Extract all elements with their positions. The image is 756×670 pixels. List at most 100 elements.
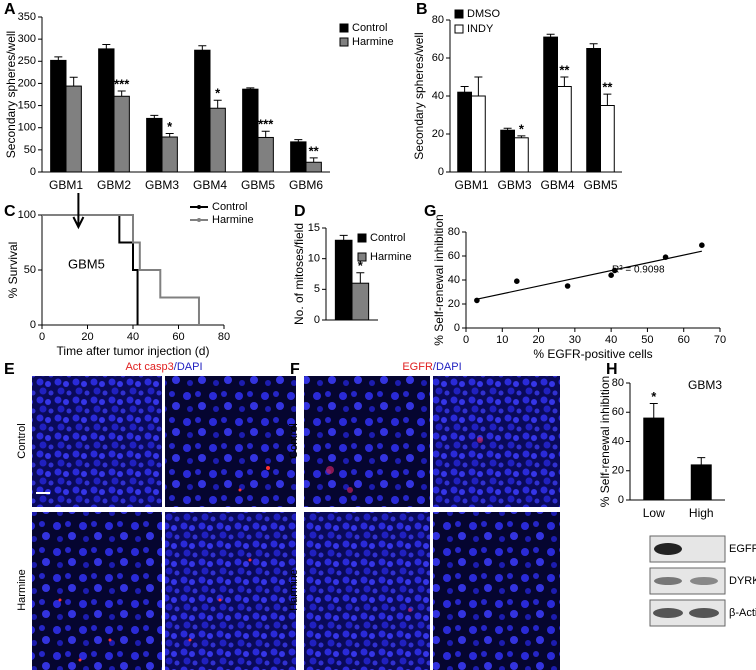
bar bbox=[471, 95, 486, 173]
blot-label: EGFR bbox=[729, 543, 756, 555]
micrograph bbox=[304, 512, 430, 670]
stain-label: EGFR bbox=[402, 361, 433, 373]
micrograph bbox=[304, 376, 430, 507]
row-label: Harmine bbox=[16, 569, 28, 611]
x-tick-label: GBM2 bbox=[97, 178, 131, 192]
y-tick-label: 0 bbox=[30, 319, 36, 331]
bar bbox=[305, 161, 322, 173]
error-bar bbox=[649, 402, 658, 419]
bar bbox=[50, 59, 67, 173]
significance: * bbox=[167, 119, 173, 134]
y-axis-label: % Self-renewal inhibition bbox=[598, 376, 612, 507]
x-tick-label: GBM3 bbox=[497, 178, 531, 192]
blot-band bbox=[690, 577, 718, 585]
y-tick-label: 0 bbox=[30, 166, 36, 178]
bar bbox=[690, 464, 712, 501]
legend-label: INDY bbox=[467, 23, 494, 35]
significance: ** bbox=[309, 143, 320, 158]
annotation: R² = 0.9098 bbox=[612, 265, 665, 276]
chart-title: GBM3 bbox=[688, 378, 722, 392]
y-axis-label: % Survival bbox=[6, 242, 20, 299]
trendline bbox=[476, 250, 702, 300]
y-tick-label: 50 bbox=[24, 264, 36, 276]
y-tick-label: 15 bbox=[308, 222, 320, 234]
panel-letter: A bbox=[4, 1, 16, 18]
y-tick-label: 250 bbox=[18, 55, 36, 67]
panel-letter: C bbox=[4, 203, 16, 220]
panel-letter: H bbox=[606, 361, 618, 378]
blot-label: DYRK1A bbox=[729, 575, 756, 587]
y-tick-label: 0 bbox=[438, 166, 444, 178]
bar bbox=[514, 137, 529, 173]
y-tick-label: 300 bbox=[18, 33, 36, 45]
y-tick-label: 80 bbox=[432, 14, 444, 26]
annotation: GBM5 bbox=[68, 256, 105, 271]
legend-label: Control bbox=[370, 232, 405, 244]
micrograph-title: EGFR/DAPI bbox=[402, 361, 461, 373]
y-tick-label: 40 bbox=[432, 90, 444, 102]
panel-letter: D bbox=[294, 203, 306, 220]
legend-label: Harmine bbox=[212, 214, 254, 226]
x-tick-label: GBM1 bbox=[454, 178, 488, 192]
error-bar bbox=[560, 76, 569, 87]
x-tick-label: Low bbox=[643, 506, 665, 520]
error-bar bbox=[54, 56, 63, 61]
blot-label: β-Actin bbox=[729, 607, 756, 619]
row-label: Control bbox=[16, 423, 28, 458]
y-tick-label: 100 bbox=[18, 122, 36, 134]
point bbox=[514, 278, 520, 285]
bar bbox=[557, 86, 572, 173]
micrograph bbox=[433, 376, 560, 507]
legend-swatch bbox=[339, 23, 349, 33]
y-tick-label: 60 bbox=[432, 52, 444, 64]
x-tick-label: GBM6 bbox=[289, 178, 323, 192]
red-signal bbox=[58, 466, 270, 662]
y-tick-label: 20 bbox=[612, 465, 624, 477]
micrograph-title: Act casp3/DAPI bbox=[125, 361, 202, 373]
significance: * bbox=[519, 121, 525, 136]
error-bar bbox=[213, 99, 222, 109]
y-tick-label: 0 bbox=[314, 314, 320, 326]
significance: * bbox=[651, 389, 657, 404]
legend-label: Harmine bbox=[352, 36, 394, 48]
bar bbox=[146, 117, 163, 173]
error-bar bbox=[69, 76, 78, 87]
stain-label: /DAPI bbox=[433, 361, 462, 373]
bar bbox=[351, 282, 370, 321]
x-tick-label: 40 bbox=[127, 331, 139, 343]
x-tick-label: 60 bbox=[172, 331, 184, 343]
error-bar bbox=[517, 135, 526, 138]
error-bar bbox=[339, 234, 348, 241]
bar bbox=[334, 239, 353, 321]
significance: * bbox=[358, 258, 364, 273]
y-tick-label: 100 bbox=[18, 209, 36, 221]
point bbox=[474, 297, 480, 304]
legend-marker bbox=[197, 218, 201, 222]
y-tick-label: 20 bbox=[448, 298, 460, 310]
x-tick-label: 80 bbox=[218, 331, 230, 343]
error-bar bbox=[474, 76, 483, 96]
panel-letter: B bbox=[416, 1, 428, 18]
error-bar bbox=[697, 457, 706, 465]
point bbox=[662, 254, 669, 260]
stain-label: /DAPI bbox=[174, 361, 203, 373]
legend-swatch bbox=[339, 37, 349, 47]
y-tick-label: 350 bbox=[18, 11, 36, 23]
point bbox=[699, 242, 705, 248]
blot-band bbox=[689, 608, 719, 618]
y-tick-label: 20 bbox=[432, 128, 444, 140]
significance: ** bbox=[602, 80, 613, 95]
bar bbox=[242, 88, 259, 173]
y-axis-label: No. of mitoses/field bbox=[292, 223, 306, 325]
bar bbox=[586, 48, 601, 173]
blot-band bbox=[653, 608, 683, 618]
x-tick-label: High bbox=[689, 506, 714, 520]
legend-swatch bbox=[454, 24, 464, 34]
y-tick-label: 60 bbox=[612, 406, 624, 418]
bar bbox=[113, 95, 130, 173]
panel-letter: F bbox=[290, 361, 300, 378]
x-axis-label: % EGFR-positive cells bbox=[533, 347, 652, 361]
stain-label: Act casp3 bbox=[125, 361, 173, 373]
error-bar bbox=[246, 87, 255, 90]
